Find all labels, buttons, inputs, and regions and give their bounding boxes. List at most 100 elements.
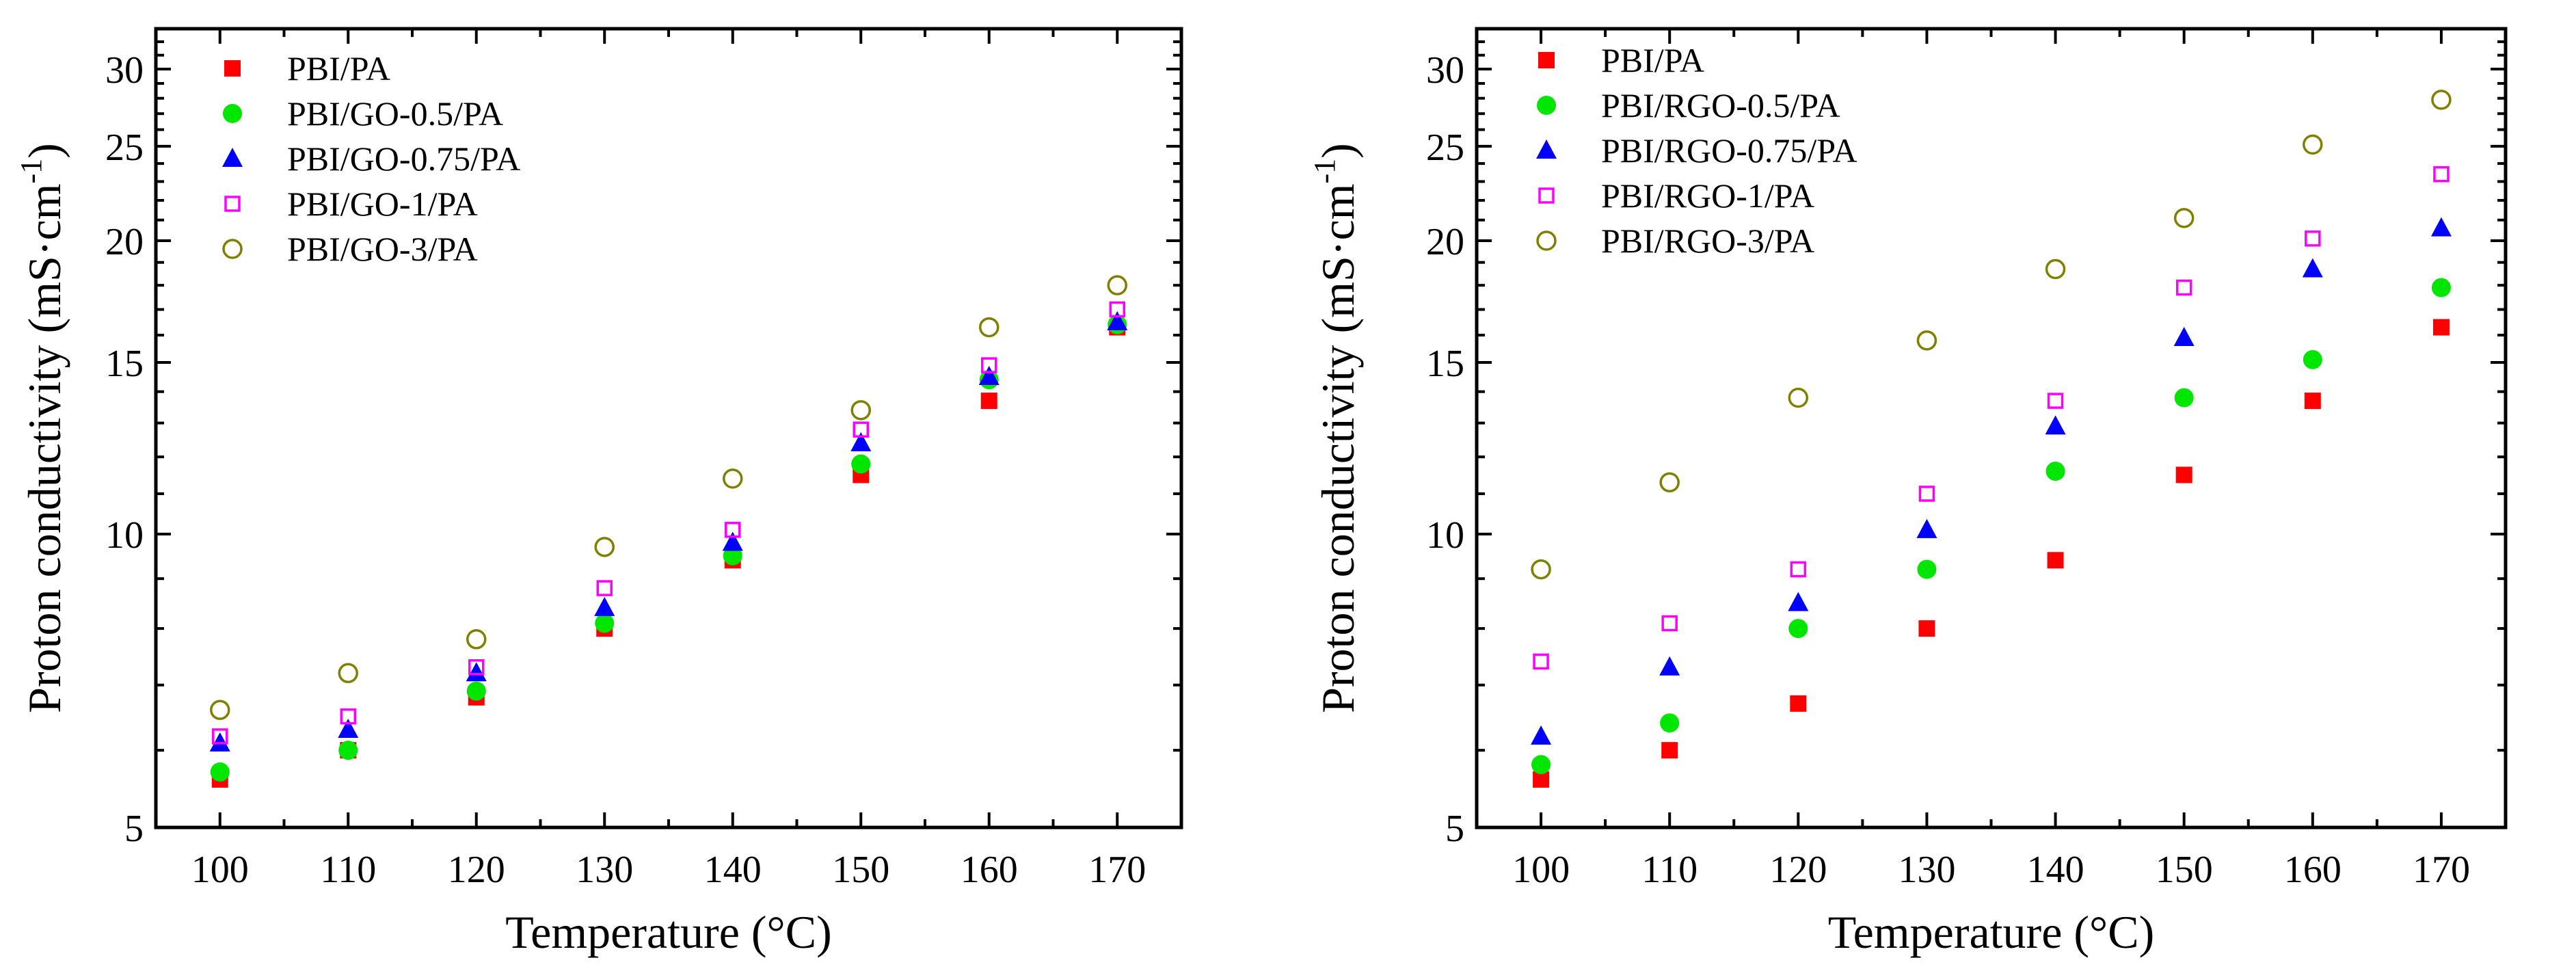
y-tick-label: 15 <box>1426 343 1464 385</box>
data-point <box>723 546 742 566</box>
x-tick-label: 120 <box>1769 849 1827 891</box>
legend-marker <box>222 239 243 259</box>
x-tick-label: 100 <box>1512 849 1570 891</box>
legend-marker <box>1536 140 1557 159</box>
y-tick-label: 10 <box>105 514 144 557</box>
data-point <box>1531 725 1552 745</box>
data-point <box>981 357 997 373</box>
series-3 <box>209 311 1128 752</box>
data-point <box>2045 258 2066 280</box>
data-point <box>1788 592 1809 611</box>
data-point <box>340 708 356 725</box>
data-point <box>2173 208 2195 228</box>
chart-right: 100 110 120 130 140 150 160 170 5 10 15 20 25 30 Tempe… <box>1308 27 2508 958</box>
data-point <box>851 454 871 474</box>
data-point <box>2304 393 2321 410</box>
y-axis-title: Proton conductivity (mS·cm-1) <box>1308 143 1364 713</box>
data-point <box>2173 326 2195 346</box>
data-point <box>2430 217 2452 237</box>
data-point <box>1788 619 1808 639</box>
y-tick-label: 30 <box>1426 49 1464 92</box>
data-point <box>2302 258 2323 278</box>
legend-marker <box>224 60 241 77</box>
data-point <box>210 700 230 720</box>
data-point <box>2303 349 2322 369</box>
data-point <box>2432 319 2450 336</box>
x-tick-label: 140 <box>2027 849 2084 891</box>
data-point <box>1788 387 1809 408</box>
x-tick-label: 110 <box>320 849 376 891</box>
x-tick-label: 170 <box>1088 849 1146 891</box>
data-point <box>594 596 615 616</box>
legend-marker <box>1536 230 1557 251</box>
data-point <box>338 718 359 738</box>
x-axis-title: Temperature (°C) <box>505 906 831 958</box>
data-point <box>210 762 230 782</box>
x-tick-label: 170 <box>2413 849 2470 891</box>
data-point <box>1659 472 1680 493</box>
legend: PBI/PA PBI/RGO-0.5/PA PBI/RGO-0.75/PA PBI/R… <box>1536 41 1857 260</box>
data-point <box>853 421 869 438</box>
legend-label: PBI/GO-1/PA <box>287 185 478 223</box>
data-point <box>595 613 615 633</box>
data-point <box>466 681 486 701</box>
data-point <box>1659 656 1680 676</box>
series-5 <box>210 275 1127 720</box>
legend-label: PBI/PA <box>1601 41 1704 79</box>
data-point <box>1660 713 1680 733</box>
data-point <box>338 741 358 760</box>
y-axis-title-suffix: ) <box>1312 143 1364 159</box>
data-point <box>1531 559 1551 580</box>
data-point <box>596 580 613 596</box>
legend-label: PBI/PA <box>287 49 390 88</box>
series-1 <box>1533 319 2450 788</box>
y-tick-label: 5 <box>1445 808 1464 850</box>
data-point <box>2047 552 2064 569</box>
data-point <box>2174 388 2194 408</box>
data-point <box>1107 311 1128 331</box>
series-5 <box>1531 90 2452 580</box>
data-point <box>466 662 487 682</box>
data-point <box>1790 561 1807 578</box>
data-point <box>722 531 743 551</box>
data-point <box>850 432 872 451</box>
data-point <box>2433 166 2450 183</box>
data-point <box>468 659 485 676</box>
data-point <box>1661 615 1678 632</box>
x-tick-label: 150 <box>832 849 889 891</box>
chart-left: 100 110 120 130 140 150 160 170 5 10 15 20 25 30 Tempe… <box>14 27 1183 958</box>
x-tick-label: 150 <box>2156 849 2213 891</box>
data-point <box>850 400 871 421</box>
data-point <box>1918 620 1935 637</box>
data-point <box>466 629 487 650</box>
y-tick-label: 20 <box>1426 221 1464 263</box>
y-axis-title-superscript: -1 <box>1308 159 1341 184</box>
legend-label: PBI/RGO-3/PA <box>1601 222 1814 260</box>
x-tick-label: 100 <box>191 849 249 891</box>
y-tick-label: 25 <box>1426 127 1464 169</box>
data-point <box>2175 279 2192 296</box>
legend-marker <box>224 196 241 212</box>
legend-marker <box>1537 96 1556 115</box>
legend-label: PBI/RGO-1/PA <box>1601 176 1814 215</box>
y-tick-label: 25 <box>105 127 144 169</box>
series-2 <box>1531 278 2451 775</box>
y-tick-label: 30 <box>105 49 144 92</box>
y-tick-label: 15 <box>105 343 144 385</box>
series-4 <box>212 301 1125 745</box>
data-point <box>978 365 999 385</box>
data-point <box>2047 393 2064 409</box>
data-point <box>1533 653 1549 670</box>
y-axis-title-main: Proton conductivity (mS·cm <box>1312 183 1364 713</box>
legend-marker <box>1538 52 1555 68</box>
data-point <box>2431 278 2451 297</box>
data-point <box>2045 462 2065 481</box>
legend: PBI/PA PBI/GO-0.5/PA PBI/GO-0.75/PA PBI/GO-… <box>222 49 520 268</box>
data-point <box>1918 486 1935 502</box>
data-point <box>1531 755 1551 775</box>
data-point <box>2431 90 2452 110</box>
data-point <box>2175 466 2192 483</box>
y-axis-title-suffix: ) <box>18 143 70 159</box>
series-1 <box>211 319 1126 788</box>
